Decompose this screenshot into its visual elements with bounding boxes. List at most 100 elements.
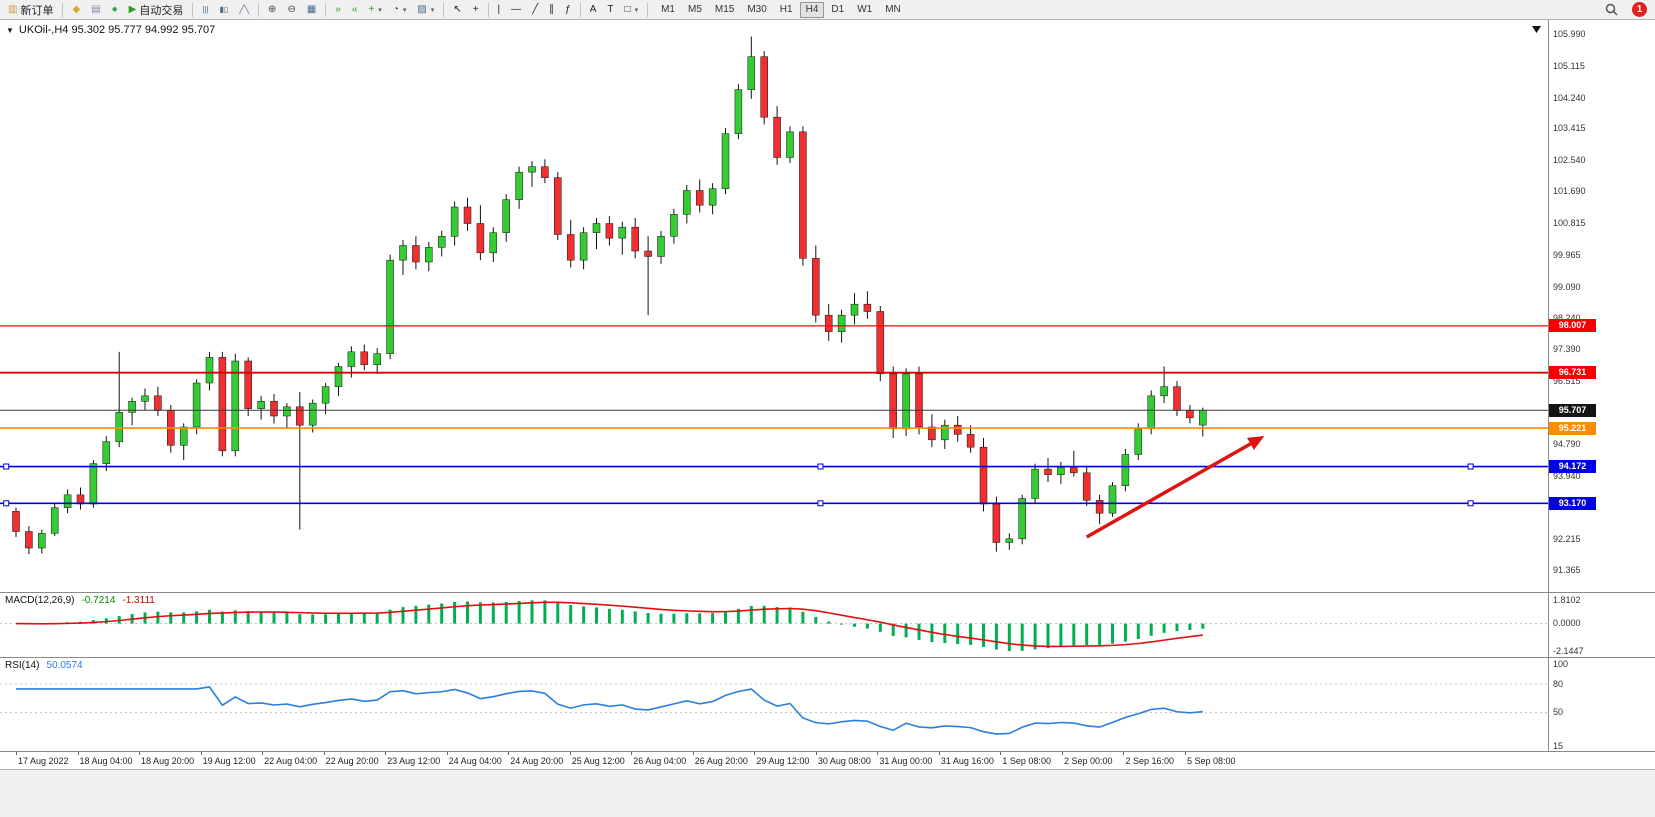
indicators-button[interactable]: + ▾ [363,1,386,19]
candlestick-chart-button[interactable]: ▮▯ [215,1,234,19]
time-tick [1184,752,1186,755]
time-tick [77,752,79,755]
time-scale[interactable]: 17 Aug 2022 18 Aug 04:00 18 Aug 20:00 19 Au… [0,751,1655,769]
horizontal-line-button[interactable]: — [506,1,526,19]
main-chart-pane[interactable]: ▼ UKOil-,H4 95.302 95.777 94.992 95.707 … [0,20,1655,592]
one-click-trading-icon[interactable]: ▼ [6,25,14,35]
auto-scroll-icon: » [335,3,341,15]
metaeditor-button[interactable]: ◆ [67,1,85,19]
price-chart[interactable] [0,20,1548,592]
macd-name: MACD(12,26,9) [5,595,75,606]
templates-button[interactable]: ▨ ▾ [412,1,439,19]
toolbar-separator [258,2,260,17]
line-handle[interactable] [3,500,10,507]
zoom-out-button[interactable]: ⊖ [282,1,300,19]
price-axis-label: 101.690 [1553,186,1586,197]
price-axis-label: 99.090 [1553,281,1581,292]
price-tag: 93.170 [1549,496,1596,510]
cursor-button[interactable]: ↖ [448,1,466,19]
search-button[interactable] [1600,1,1623,19]
line-handle[interactable] [817,500,824,507]
timeframe-m1-button[interactable]: M1 [661,4,675,15]
chevron-down-icon: ▾ [402,6,407,14]
price-tag: 95.221 [1549,421,1596,435]
text-label-button[interactable]: T [602,1,618,19]
line-handle[interactable] [1467,500,1474,507]
macd-axis-label: -2.1447 [1553,646,1584,656]
time-tick [569,752,571,755]
line-handle[interactable] [1467,463,1474,470]
channel-button[interactable]: ∥ [544,1,559,19]
autotrade-button-label: 自动交易 [139,4,184,17]
bar-chart-button[interactable]: ||| [197,1,213,19]
time-tick [692,752,694,755]
zoom-in-button[interactable]: ⊕ [263,1,281,19]
line-chart-button[interactable]: ╱╲ [234,1,254,19]
chart-shift-button[interactable]: « [347,1,363,19]
profiles-icon: ▤ [91,3,101,15]
time-tick [1123,752,1125,755]
time-tick [1061,752,1063,755]
time-axis-label: 19 Aug 12:00 [202,756,256,766]
timeframe-d1-button[interactable]: D1 [831,4,845,15]
rsi-label: RSI(14) 50.0574 [5,660,83,671]
price-scale[interactable]: 105.990 105.115 104.240 103.415 102.540 101.6… [1548,20,1655,592]
price-axis-label: 99.965 [1553,249,1581,260]
time-tick [1000,752,1002,755]
macd-pane[interactable]: MACD(12,26,9) -0.7214 -1.3111 1.8102 0.00… [0,592,1655,657]
auto-scroll-button[interactable]: » [330,1,346,19]
timeframe-h1-button[interactable]: H1 [779,4,793,15]
rsi-axis-label: 50 [1553,707,1564,718]
timeframe-w1-button[interactable]: W1 [857,4,873,15]
time-axis-label: 24 Aug 04:00 [448,756,502,766]
trendline-button[interactable]: ╱ [527,1,543,19]
time-axis-label: 31 Aug 00:00 [879,756,933,766]
toolbar-separator [647,2,649,17]
rsi-scale[interactable]: 100 80 50 15 [1548,658,1655,751]
time-axis-label: 18 Aug 04:00 [79,756,133,766]
line-handle[interactable] [3,463,10,470]
notification-badge[interactable]: 1 [1632,2,1647,17]
crosshair-button[interactable]: + [468,1,484,19]
text-icon: A [589,3,597,15]
vertical-line-button[interactable]: | [493,1,506,19]
refresh-button[interactable]: ● [107,1,123,19]
zoom-out-icon: ⊖ [287,3,296,15]
rsi-name: RSI(14) [5,660,40,671]
periods-button[interactable]: ◔ ▾ [388,1,412,19]
profiles-button[interactable]: ▤ [86,1,105,19]
rsi-pane[interactable]: RSI(14) 50.0574 100 80 50 15 [0,657,1655,751]
macd-chart[interactable] [0,594,1548,658]
timeframe-mn-button[interactable]: MN [885,4,901,15]
time-axis-label: 31 Aug 16:00 [940,756,994,766]
macd-histogram [27,600,1205,652]
timeframe-m15-button[interactable]: M15 [714,4,735,15]
text-button[interactable]: A [585,1,602,19]
timeframe-m30-button[interactable]: M30 [747,4,767,15]
zoom-in-icon: ⊕ [268,3,277,15]
rsi-chart[interactable] [0,659,1548,752]
candlestick-chart-icon: ▮▯ [219,4,229,14]
time-tick [446,752,448,755]
timeframe-toolbar: M1 M5 M15 M30 H1 H4 D1 W1 MN [655,1,907,18]
new-order-button[interactable]: ▥ 新订单 [3,1,58,19]
tile-windows-button[interactable]: ▦ [302,1,321,19]
time-axis-label: 22 Aug 20:00 [325,756,379,766]
rsi-axis-label: 15 [1553,740,1564,751]
time-axis-label: 1 Sep 08:00 [1002,756,1051,766]
macd-scale[interactable]: 1.8102 0.0000 -2.1447 [1548,593,1655,657]
toolbar-buttons: ▥ 新订单 ◆ ▤ ● ▶ 自动交易 ||| ▮▯ ╱╲ ⊕ ⊖ ▦ » «+ ▾ ◔ ▾ ▨ ▾ ↖ + | — ╱ ∥ ƒ A T □… [3,1,651,19]
line-handle[interactable] [817,463,824,470]
trendline-icon: ╱ [532,3,539,15]
time-axis-label: 23 Aug 12:00 [387,756,441,766]
chevron-down-icon: ▾ [634,6,639,14]
price-tag: 95.707 [1549,403,1596,417]
shapes-button[interactable]: □ ▾ [620,1,644,19]
trend-arrow[interactable] [1085,436,1265,539]
new-order-button-label: 新订单 [20,4,54,17]
timeframe-h4-button[interactable]: H4 [799,1,825,18]
autotrade-button[interactable]: ▶ 自动交易 [124,1,189,19]
fibonacci-button[interactable]: ƒ [560,1,576,19]
timeframe-m5-button[interactable]: M5 [687,4,702,15]
